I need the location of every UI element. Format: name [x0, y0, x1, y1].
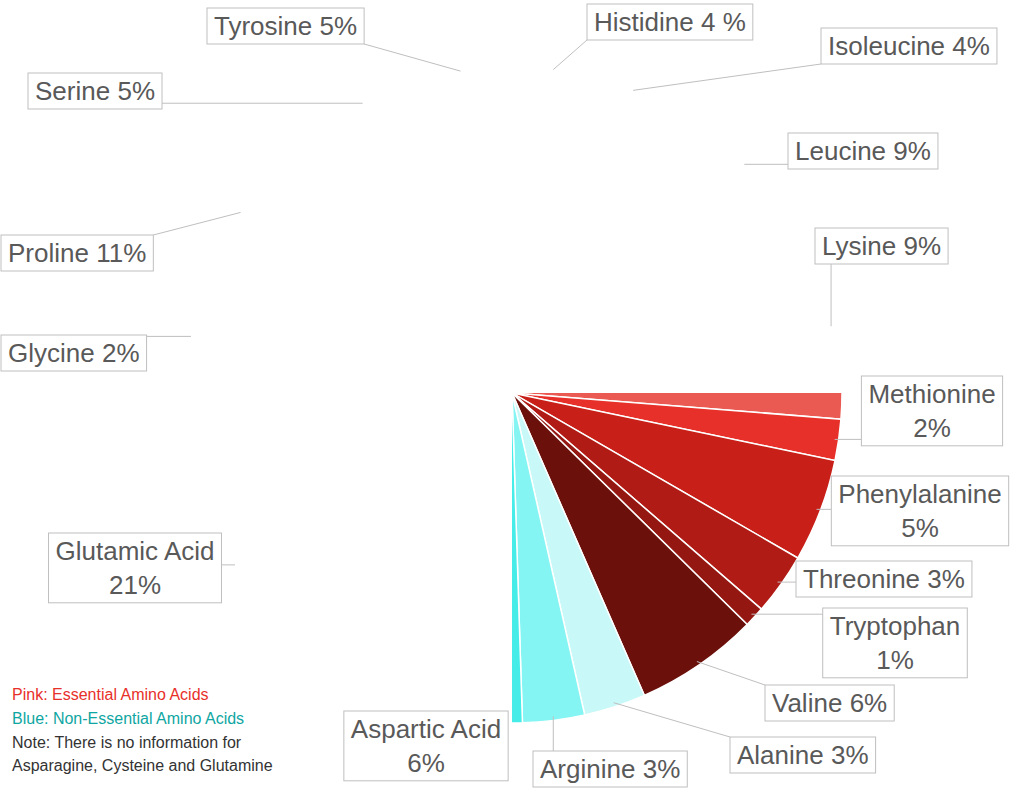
data-label: Phenylalanine 5% — [838, 479, 1001, 543]
leader-line — [817, 509, 832, 510]
annotation: Note: There is no information for — [12, 734, 242, 751]
label-category: Leucine — [795, 136, 886, 166]
label-box — [730, 737, 876, 773]
label-category: Glutamic Acid — [56, 536, 215, 566]
label-value: 11% — [96, 238, 146, 268]
label-value: 6% — [407, 748, 445, 778]
data-label: Glutamic Acid 21% — [56, 536, 215, 600]
label-box — [823, 608, 968, 678]
label-value: 6% — [850, 688, 888, 718]
label-value: 21% — [109, 570, 161, 600]
chart: Histidine4 %Isoleucine4%Leucine9%Lysine9… — [0, 0, 1024, 790]
label-category: Proline — [8, 238, 89, 268]
label-value: 5% — [320, 11, 358, 41]
label-box — [1, 235, 153, 271]
data-label: Methionine 2% — [868, 379, 995, 443]
leader-line — [221, 564, 235, 565]
label-category: Serine — [35, 76, 110, 106]
label-category: Threonine — [803, 564, 920, 594]
label-box — [861, 376, 1002, 446]
data-label: Proline11% — [8, 238, 146, 268]
data-label: Alanine3% — [737, 740, 869, 770]
label-box — [788, 133, 938, 169]
data-label: Glycine2% — [8, 338, 140, 368]
label-value: 9% — [893, 136, 931, 166]
label-category: Lysine — [822, 231, 896, 261]
label-value: 3% — [643, 754, 681, 784]
leader-line — [831, 264, 832, 326]
leader-line — [553, 40, 587, 70]
label-boxes — [1, 4, 1009, 787]
label-box — [344, 711, 508, 781]
leader-line — [614, 703, 730, 737]
label-category: Valine — [772, 688, 842, 718]
label-box — [49, 533, 222, 603]
leader-line — [553, 716, 554, 751]
label-value: 9% — [903, 231, 941, 261]
label-value: 4% — [952, 31, 990, 61]
data-label: Tyrosine 5% — [214, 11, 357, 41]
annotation: Pink: Essential Amino Acids — [12, 686, 209, 703]
label-category: Isoleucine — [828, 31, 945, 61]
data-label: Threonine3% — [803, 564, 965, 594]
label-box — [1, 335, 147, 371]
data-label: Lysine9% — [822, 231, 941, 261]
label-box — [587, 4, 753, 40]
label-box — [207, 8, 364, 44]
data-label: Arginine 3% — [540, 754, 680, 784]
leader-lines — [147, 40, 862, 751]
leader-line — [778, 582, 796, 583]
leader-line — [697, 662, 765, 685]
label-category: Aspartic Acid — [351, 714, 501, 744]
leader-line — [744, 164, 788, 165]
slice — [512, 393, 585, 723]
label-box — [831, 476, 1008, 546]
label-category: Glycine — [8, 338, 95, 368]
label-box — [28, 73, 162, 109]
data-label: Serine5% — [35, 76, 155, 106]
label-box — [821, 28, 997, 64]
data-label: Leucine9% — [795, 136, 931, 166]
leader-line — [364, 44, 460, 71]
leader-line — [162, 103, 363, 104]
label-category: Arginine — [540, 754, 635, 784]
leader-line — [751, 614, 822, 615]
label-value: 3% — [831, 740, 869, 770]
label-box — [796, 561, 972, 597]
label-box — [765, 685, 894, 721]
label-value: 1% — [876, 645, 914, 675]
data-label: Histidine4 % — [594, 7, 746, 37]
data-label: Aspartic Acid 6% — [351, 714, 501, 778]
label-value: 5% — [901, 513, 939, 543]
data-label: Isoleucine4% — [828, 31, 990, 61]
label-category: Tryptophan — [830, 611, 961, 641]
label-box — [533, 751, 687, 787]
label-category: Phenylalanine — [838, 479, 1001, 509]
annotation: Asparagine, Cysteine and Glutamine — [12, 757, 273, 774]
pie — [512, 393, 842, 723]
label-value: 3% — [927, 564, 965, 594]
label-value: 2% — [102, 338, 140, 368]
label-category: Methionine — [868, 379, 995, 409]
data-label: Tryptophan 1% — [830, 611, 961, 675]
leader-line — [153, 212, 240, 235]
leader-line — [835, 439, 862, 440]
data-label: Valine 6% — [772, 688, 887, 718]
label-category: Alanine — [737, 740, 824, 770]
label-category: Histidine — [594, 7, 694, 37]
label-value: 2% — [913, 413, 951, 443]
leader-line — [147, 336, 191, 337]
label-category: Tyrosine — [214, 11, 312, 41]
labels: Histidine4 %Isoleucine4%Leucine9%Lysine9… — [8, 7, 1002, 784]
leader-line — [633, 64, 821, 90]
slice — [512, 393, 522, 723]
label-box — [815, 228, 948, 264]
label-value: 5% — [117, 76, 155, 106]
annotation: Blue: Non-Essential Amino Acids — [12, 710, 244, 727]
annotations: Pink: Essential Amino Acids Blue: Non-Ess… — [12, 686, 273, 774]
label-value: 4 % — [701, 7, 746, 37]
